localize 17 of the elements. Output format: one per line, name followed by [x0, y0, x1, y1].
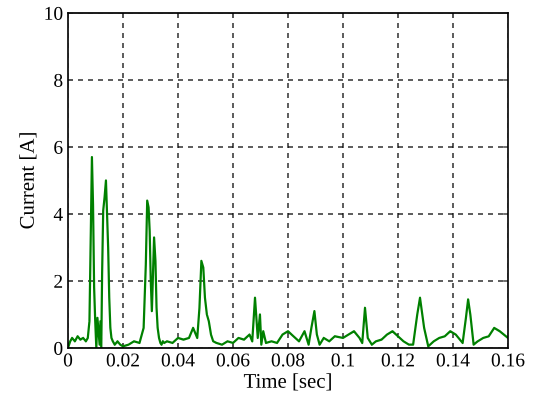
y-tick-label: 0 [54, 342, 62, 355]
y-tick-label: 4 [54, 208, 63, 221]
x-tick-label: 0.12 [382, 353, 414, 367]
x-tick-label: 0 [64, 353, 72, 367]
x-tick-label: 0.1 [332, 353, 354, 367]
x-tick-label: 0.16 [492, 353, 524, 367]
x-tick-label: 0.08 [272, 353, 304, 367]
x-tick-label: 0.14 [436, 353, 470, 367]
y-axis-title: Current [A] [19, 133, 36, 229]
y-tick-label: 8 [54, 74, 62, 87]
x-tick-label: 0.06 [216, 353, 250, 367]
x-tick-label: 0.04 [162, 353, 195, 367]
y-tick-label: 10 [45, 6, 62, 20]
x-axis-title: Time [sec] [244, 373, 331, 391]
x-tick-label: 0.02 [106, 353, 139, 367]
y-tick-label: 2 [54, 274, 62, 288]
y-tick-label: 6 [54, 140, 63, 154]
